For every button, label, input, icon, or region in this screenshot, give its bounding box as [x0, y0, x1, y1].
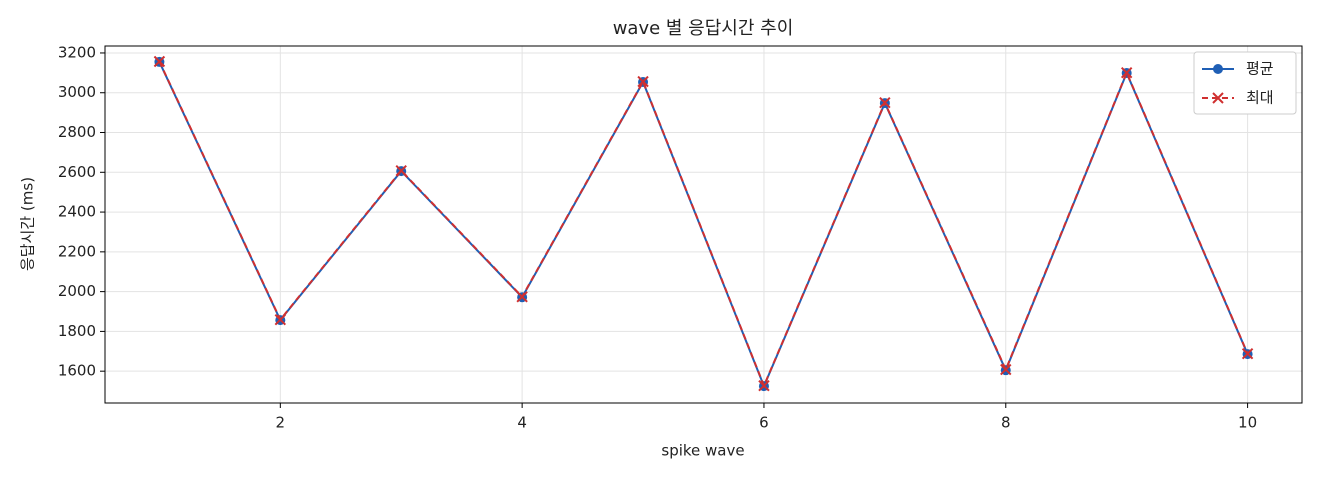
- marker: [274, 313, 287, 326]
- y-tick-label: 2000: [58, 282, 96, 300]
- marker-shape: [879, 96, 891, 109]
- y-tick-label: 2400: [58, 203, 96, 221]
- series-line: [158, 61, 1249, 389]
- marker-shape: [1241, 347, 1254, 360]
- marker-shape: [758, 379, 770, 392]
- marker-shape: [395, 164, 407, 177]
- x-axis-label: spike wave: [661, 442, 744, 460]
- y-tick-label: 2600: [58, 163, 96, 181]
- x-tick-label: 6: [759, 414, 769, 432]
- y-tick-label: 2200: [58, 242, 96, 260]
- plot-frame: [104, 45, 1303, 404]
- legend-label: 최대: [1246, 89, 1274, 107]
- marker-shape: [274, 313, 287, 326]
- marker: [1241, 347, 1254, 360]
- marker: [1000, 363, 1012, 376]
- marker: [395, 164, 407, 177]
- x-tick-label: 8: [1001, 414, 1011, 432]
- y-tick-label: 2800: [58, 123, 96, 141]
- y-tick-label: 1800: [58, 322, 96, 340]
- marker-shape: [516, 291, 528, 303]
- y-axis-label: 응답시간 (ms): [19, 177, 37, 271]
- marker-shape: [153, 55, 166, 68]
- y-tick-label: 1600: [58, 362, 96, 380]
- marker-shape: [1000, 363, 1012, 376]
- marker: [637, 75, 649, 88]
- legend-label: 평균: [1246, 60, 1274, 78]
- y-tick-label: 3200: [58, 43, 96, 61]
- marker: [758, 379, 770, 392]
- x-tick-label: 2: [276, 414, 286, 432]
- chart-title: wave 별 응답시간 추이: [613, 18, 794, 39]
- x-tick-label: 10: [1238, 414, 1257, 432]
- marker: [1120, 66, 1133, 79]
- marker-shape: [1120, 66, 1133, 79]
- marker-shape: [1212, 92, 1224, 104]
- legend-box: [1193, 51, 1297, 115]
- marker: [516, 291, 528, 303]
- marker: [1212, 92, 1224, 104]
- series-line: [158, 61, 1249, 389]
- marker: [1213, 64, 1223, 74]
- marker-shape: [637, 75, 649, 88]
- marker: [153, 55, 166, 68]
- marker: [879, 96, 891, 109]
- x-tick-label: 4: [517, 414, 527, 432]
- y-tick-label: 3000: [58, 83, 96, 101]
